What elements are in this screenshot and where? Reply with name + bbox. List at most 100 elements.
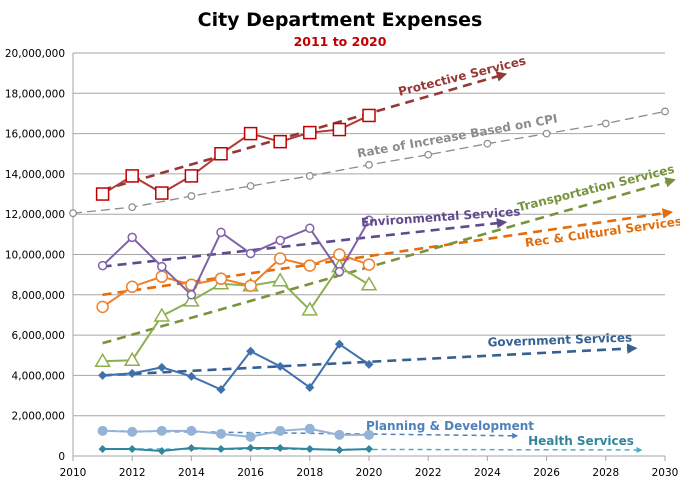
data-point	[334, 266, 345, 277]
x-tick-label: 2014	[178, 467, 205, 479]
data-point	[127, 232, 137, 243]
data-point	[94, 352, 111, 368]
series-line	[102, 253, 370, 308]
data-point	[184, 169, 199, 183]
label-cpi: Rate of Increase Based on CPI	[356, 112, 558, 161]
data-point	[305, 382, 315, 392]
data-point	[364, 215, 374, 225]
series-health-services	[98, 443, 373, 455]
data-point	[187, 443, 196, 452]
data-point	[364, 429, 374, 440]
y-tick-label: 18,000,000	[5, 88, 65, 100]
y-tick-label: 0	[58, 451, 65, 463]
x-tick-label: 2016	[237, 467, 264, 479]
data-point	[217, 444, 225, 453]
data-point	[216, 227, 226, 238]
data-point	[365, 444, 373, 453]
data-point	[303, 125, 317, 140]
data-point	[244, 279, 257, 292]
cpi-point	[187, 192, 196, 200]
cpi-point	[483, 139, 492, 148]
series-line	[102, 446, 370, 452]
series-environmental-services	[97, 215, 374, 300]
label-protective-services: Protective Services	[397, 53, 527, 98]
x-tick-label: 2022	[415, 467, 442, 479]
data-point	[276, 443, 285, 452]
x-tick-label: 2028	[592, 467, 619, 479]
data-point	[246, 443, 255, 452]
data-point	[362, 258, 376, 271]
x-tick-label: 2012	[119, 467, 146, 479]
data-point	[275, 235, 285, 246]
y-tick-label: 8,000,000	[12, 290, 65, 302]
label-environmental-services: Environmental Services	[361, 204, 521, 229]
data-point	[245, 431, 256, 442]
series-line	[101, 219, 370, 297]
data-point	[246, 346, 256, 356]
data-point	[96, 300, 109, 314]
data-point	[273, 252, 287, 265]
data-point	[186, 425, 197, 436]
data-point	[183, 292, 200, 307]
series-line	[102, 114, 370, 195]
y-tick-label: 16,000,000	[5, 129, 65, 141]
data-point	[155, 270, 169, 283]
data-point	[95, 187, 110, 201]
y-tick-label: 4,000,000	[12, 370, 65, 382]
x-tick-label: 2020	[356, 467, 383, 479]
cpi-point	[128, 203, 137, 212]
label-government-services: Government Services	[487, 330, 632, 349]
data-point	[127, 368, 137, 378]
data-point	[243, 126, 258, 141]
data-point	[153, 307, 171, 322]
data-point	[304, 423, 315, 434]
data-point	[273, 134, 287, 149]
y-tick-label: 20,000,000	[5, 48, 65, 60]
data-point	[155, 186, 169, 200]
series-government-services	[98, 339, 374, 395]
x-tick-label: 2026	[533, 467, 560, 479]
data-point	[303, 259, 317, 272]
cpi-point	[661, 107, 669, 116]
data-point	[97, 260, 108, 271]
data-point	[98, 370, 108, 380]
data-point	[186, 290, 197, 300]
series-line	[102, 427, 369, 438]
label-planning-development: Planning & Development	[366, 419, 534, 433]
data-point	[214, 147, 228, 161]
chart-subtitle: 2011 to 2020	[294, 34, 387, 49]
data-point	[186, 371, 196, 381]
data-point	[127, 426, 138, 437]
data-point	[98, 444, 107, 453]
x-tick-label: 2030	[652, 467, 679, 479]
series-protective-services	[95, 108, 376, 201]
cpi-point	[601, 119, 610, 128]
data-point	[333, 248, 346, 261]
data-point	[245, 248, 256, 259]
data-point	[216, 428, 226, 439]
data-point	[157, 261, 167, 272]
y-tick-label: 12,000,000	[5, 209, 65, 221]
y-tick-label: 6,000,000	[12, 330, 65, 342]
y-tick-label: 2,000,000	[12, 411, 65, 423]
data-point	[334, 339, 344, 349]
cpi-point	[69, 209, 77, 218]
cpi-point	[365, 160, 373, 169]
data-point	[125, 280, 139, 293]
y-tick-label: 10,000,000	[5, 250, 65, 262]
data-point	[125, 169, 139, 183]
cpi-point	[246, 182, 255, 190]
series-planning-development	[97, 423, 374, 442]
data-point	[123, 351, 141, 367]
series-line	[102, 265, 370, 363]
label-transportation-services: Transportation Services	[516, 162, 676, 215]
x-tick-label: 2018	[296, 467, 323, 479]
series-line	[102, 342, 370, 391]
data-point	[364, 359, 374, 369]
data-point	[275, 425, 286, 436]
data-point	[335, 445, 344, 454]
series-rec-cultural-services	[96, 248, 376, 314]
data-point	[157, 362, 167, 372]
